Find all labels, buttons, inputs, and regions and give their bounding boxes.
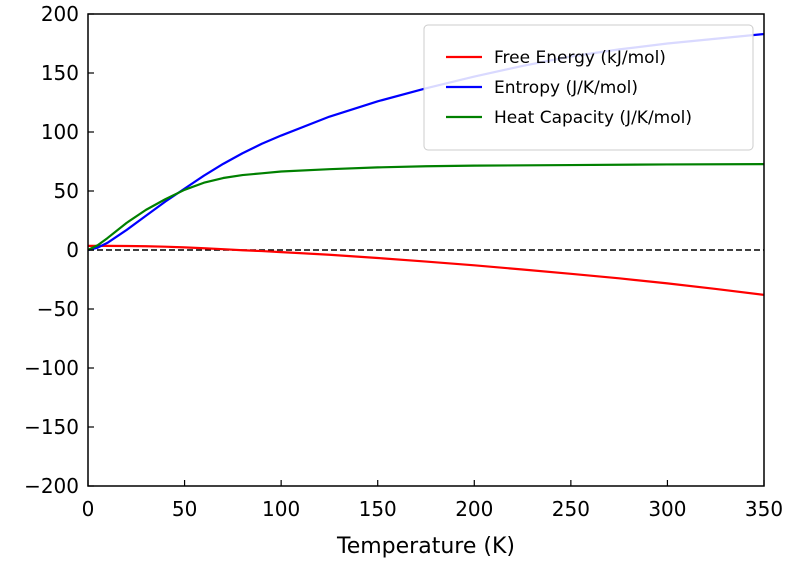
legend-label-1: Entropy (J/K/mol) xyxy=(494,78,638,98)
legend: Free Energy (kJ/mol) Entropy (J/K/mol) Hea… xyxy=(423,24,754,151)
y-tick-label: 150 xyxy=(41,61,79,85)
x-axis-label: Temperature (K) xyxy=(336,534,515,559)
x-tick-label: 100 xyxy=(262,497,300,521)
x-tick-label: 150 xyxy=(359,497,397,521)
y-tick-label: −100 xyxy=(24,356,79,380)
x-tick-label: 350 xyxy=(745,497,783,521)
legend-box xyxy=(423,24,754,151)
y-tick-label: −150 xyxy=(24,415,79,439)
legend-label-0: Free Energy (kJ/mol) xyxy=(494,48,666,68)
y-tick-label: 100 xyxy=(41,120,79,144)
x-tick-label: 300 xyxy=(648,497,686,521)
x-tick-label: 200 xyxy=(455,497,493,521)
y-tick-label: 50 xyxy=(54,179,79,203)
x-tick-label: 250 xyxy=(552,497,590,521)
y-tick-label: −200 xyxy=(24,474,79,498)
y-tick-label: 200 xyxy=(41,2,79,26)
series-line-0 xyxy=(88,244,764,296)
ticks-layer: 0 50 100 150 200 250 300 350 −200 −150 −100 −50 0 50 1… xyxy=(24,2,783,521)
x-tick-label: 50 xyxy=(172,497,197,521)
x-tick-label: 0 xyxy=(82,497,95,521)
y-tick-label: 0 xyxy=(66,238,79,262)
series-line-2 xyxy=(88,163,764,252)
y-tick-label: −50 xyxy=(37,297,79,321)
legend-label-2: Heat Capacity (J/K/mol) xyxy=(494,108,692,128)
